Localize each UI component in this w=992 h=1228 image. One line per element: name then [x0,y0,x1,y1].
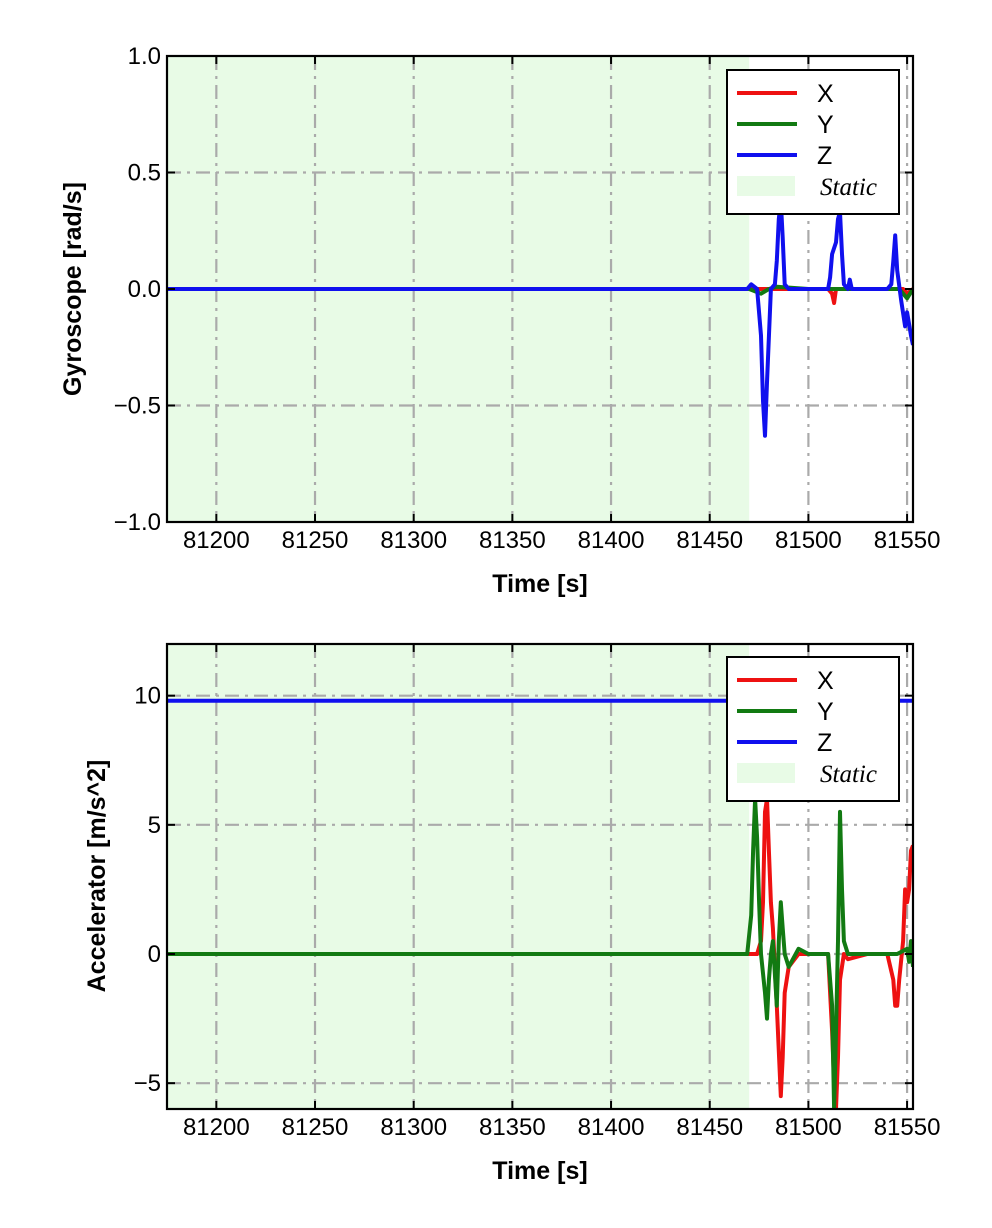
gyroscope-x-tick-label: 81300 [380,527,447,554]
accelerator-legend-x-label: X [817,667,834,695]
accelerator-y-tick-label: 5 [148,812,161,839]
gyroscope-legend-static-swatch [737,176,795,196]
accelerator-ticks [167,644,913,1109]
accelerator-y-tick-labels: −5 0 5 10 [134,683,161,1097]
gyroscope-y-tick-label: 0.5 [128,160,161,187]
gyroscope-x-tick-label: 81200 [183,527,250,554]
gyroscope-x-tick-labels: 81200 81250 81300 81350 81400 81450 81500 81550 [183,527,940,554]
accelerator-x-tick-label: 81300 [380,1114,447,1141]
gyroscope-legend-z-label: Z [817,142,832,170]
accelerator-x-tick-label: 81200 [183,1114,250,1141]
gyroscope-legend: X Y Z Static [726,69,900,215]
accelerator-x-tick-label: 81500 [775,1114,842,1141]
gyroscope-x-tick-label: 81350 [479,527,546,554]
gyroscope-y-tick-labels: −1.0 −0.5 0.0 0.5 1.0 [114,43,161,536]
gyroscope-series-z-line [167,198,913,438]
accelerator-x-tick-label: 81450 [676,1114,743,1141]
gyroscope-chart: 81200 81250 81300 81350 81400 81450 81500 81550… [59,43,940,598]
gyroscope-legend-x-label: X [817,80,834,108]
gyroscope-x-tick-label: 81250 [282,527,349,554]
accelerator-x-tick-label: 81550 [874,1114,941,1141]
accelerator-x-tick-label: 81400 [578,1114,645,1141]
accelerator-legend: X Y Z Static [726,656,900,802]
accelerator-static-shade [167,644,750,1109]
gyroscope-x-tick-label: 81450 [676,527,743,554]
accelerator-x-tick-labels: 81200 81250 81300 81350 81400 81450 81500 81550 [183,1114,940,1141]
accelerator-y-tick-label: 0 [148,941,161,968]
gyroscope-y-tick-label: −0.5 [114,393,161,420]
gyroscope-y-axis-label: Gyroscope [rad/s] [59,182,87,396]
accelerator-x-tick-label: 81350 [479,1114,546,1141]
accelerator-x-tick-label: 81250 [282,1114,349,1141]
accelerator-legend-static-swatch [737,763,795,783]
gyroscope-ticks [167,55,913,523]
accelerator-series-y-line [167,797,913,1109]
accelerator-chart: 81200 81250 81300 81350 81400 81450 81500 81550… [83,642,940,1185]
accelerator-static-region [167,644,750,1109]
gyroscope-x-tick-label: 81400 [578,527,645,554]
gyroscope-y-tick-label: −1.0 [114,509,161,536]
accelerator-y-tick-label: 10 [134,683,161,710]
gyroscope-legend-static-label: Static [820,174,877,201]
accelerator-legend-z-label: Z [817,729,832,757]
accelerator-x-axis-label: Time [s] [492,1157,587,1185]
gyroscope-y-tick-label: 0.0 [128,276,161,303]
gyroscope-x-axis-label: Time [s] [492,570,587,598]
accelerator-y-axis-label: Accelerator [m/s^2] [83,760,111,993]
accelerator-legend-y-label: Y [817,698,834,726]
accelerator-y-tick-label: −5 [134,1070,161,1097]
gyroscope-x-tick-label: 81500 [775,527,842,554]
accelerator-legend-static-label: Static [820,761,877,788]
gyroscope-x-tick-label: 81550 [874,527,941,554]
accelerator-plot-frame [165,642,915,1111]
gyroscope-series-group [167,198,913,438]
gyroscope-legend-y-label: Y [817,111,834,139]
gyroscope-y-tick-label: 1.0 [128,43,161,70]
